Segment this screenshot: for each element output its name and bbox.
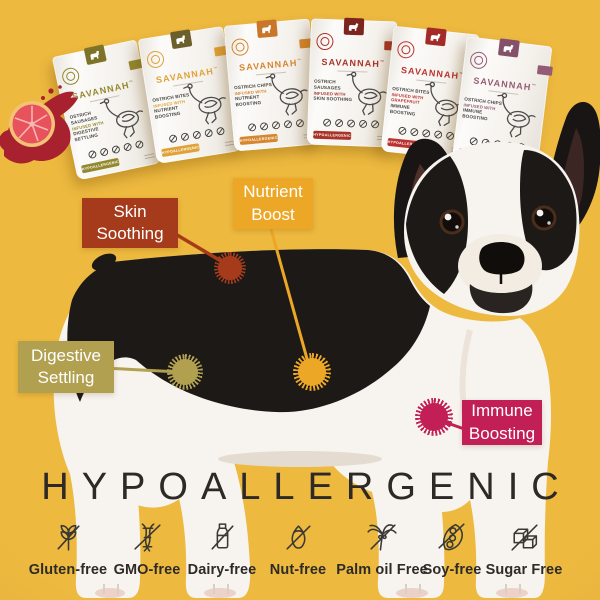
- dog-back-patch: [67, 249, 430, 413]
- dog-silhouette-icon: [428, 31, 443, 42]
- package-brand: SAVANNAH™: [321, 56, 385, 69]
- digestive-settling-starburst: [167, 354, 203, 390]
- palm-tree-icon: [364, 519, 401, 556]
- callout-immune-boosting: Immune Boosting: [462, 400, 542, 445]
- ostrich-illustration: [482, 89, 545, 142]
- callout-skin-soothing: Skin Soothing: [82, 198, 178, 248]
- badge-sugar-free: Sugar Free: [476, 519, 572, 578]
- dog-left-eye-patch: [406, 156, 468, 294]
- immune-boosting-starburst: [415, 398, 453, 436]
- dog-right-ear: [542, 102, 600, 240]
- free-from-icons: [307, 117, 393, 129]
- package-weight-text: [144, 151, 155, 160]
- badge-nut-free: Nut-free: [250, 519, 346, 578]
- grapefruit-splash-photo: [0, 78, 104, 188]
- dog-silhouette-icon: [501, 42, 516, 54]
- package-stamp-badge: [396, 40, 416, 60]
- wheat-icon: [50, 519, 87, 556]
- hypoallergenic-pill: HYPOALLERGENIC: [161, 143, 200, 158]
- soy-pod-icon: [434, 519, 471, 556]
- package-hang-tab: [425, 27, 447, 47]
- sugar-cubes-icon: [506, 519, 543, 556]
- package-weight-text: [521, 157, 533, 165]
- dog-silhouette-icon: [173, 33, 188, 45]
- hypoallergenic-pill: HYPOALLERGENIC: [239, 133, 278, 146]
- dog-silhouette-icon: [87, 48, 103, 61]
- hypoallergenic-headline: HYPOALLERGENIC: [41, 466, 572, 508]
- package-hang-tab: [497, 38, 520, 58]
- dog-head: [404, 141, 580, 316]
- ostrich-illustration: [172, 76, 236, 131]
- dog-silhouette-icon: [347, 21, 361, 31]
- dog-silhouette-icon: [260, 23, 275, 34]
- callout-digestive-settling: Digestive Settling: [18, 341, 114, 393]
- grapefruit-half: [9, 101, 55, 147]
- product-package: SAVANNAH™ OSTRICH CHIPS INFUSED WITH NUT…: [223, 18, 321, 152]
- package-hang-tab: [256, 19, 278, 39]
- nutrient-boost-starburst: [293, 353, 331, 391]
- skin-soothing-starburst: [214, 252, 246, 284]
- dog-mouth: [469, 284, 533, 314]
- free-from-icons: [232, 117, 318, 133]
- callout-nutrient-boost: Nutrient Boost: [233, 178, 313, 229]
- product-package: SAVANNAH™ OSTRICH CHIPS INFUSED WITH IMM…: [451, 36, 553, 172]
- package-stamp-badge: [469, 50, 489, 70]
- package-hang-tab: [343, 17, 365, 36]
- package-stamp-badge: [316, 32, 334, 51]
- dog-nose: [479, 242, 525, 275]
- nut-icon: [280, 519, 317, 556]
- hypoallergenic-pill: HYPOALLERGENIC: [387, 137, 426, 150]
- package-hang-tab: [83, 44, 107, 66]
- dog-eyes: [439, 205, 557, 235]
- hypoallergenic-pill: HYPOALLERGENIC: [313, 130, 352, 141]
- milk-bottle-icon: [204, 519, 241, 556]
- package-hang-tab: [169, 29, 193, 50]
- hypoallergenic-pill: HYPOALLERGENIC: [458, 148, 498, 161]
- package-stamp-badge: [230, 37, 250, 57]
- dna-icon: [129, 519, 166, 556]
- package-stamp-badge: [145, 49, 166, 70]
- package-corner-ribbon: [536, 65, 553, 76]
